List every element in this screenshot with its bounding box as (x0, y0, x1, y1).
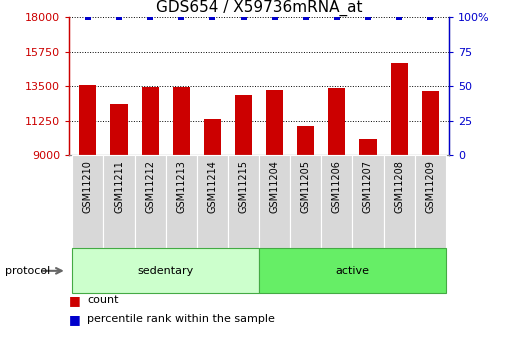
Text: GSM11204: GSM11204 (270, 160, 280, 213)
Text: ■: ■ (69, 313, 81, 326)
Text: ■: ■ (69, 294, 81, 307)
Bar (384, 155, 415, 248)
Text: GSM11208: GSM11208 (394, 160, 404, 213)
Text: GSM11205: GSM11205 (301, 160, 311, 213)
Bar (80, 86, 96, 155)
Bar (328, 88, 345, 155)
Text: GSM11211: GSM11211 (114, 160, 124, 213)
Bar (110, 104, 128, 155)
Text: protocol: protocol (5, 266, 50, 276)
Text: GSM11206: GSM11206 (332, 160, 342, 213)
Text: GSM11213: GSM11213 (176, 160, 186, 213)
Bar (228, 155, 259, 248)
Bar (204, 119, 221, 155)
Bar (259, 155, 290, 248)
Point (208, 14, 216, 20)
Bar (197, 155, 228, 248)
Bar (415, 155, 446, 248)
Bar (352, 155, 384, 248)
Bar (104, 155, 134, 248)
Point (177, 14, 185, 20)
Bar (142, 87, 159, 155)
Point (364, 14, 372, 20)
Bar (297, 126, 314, 155)
Text: GSM11215: GSM11215 (239, 160, 248, 213)
Bar (290, 155, 321, 248)
Text: GSM11212: GSM11212 (145, 160, 155, 213)
Text: GSM11207: GSM11207 (363, 160, 373, 213)
Bar (72, 248, 259, 293)
Bar (166, 155, 197, 248)
Point (302, 14, 310, 20)
Text: GSM11214: GSM11214 (207, 160, 218, 213)
Bar (321, 155, 352, 248)
Bar (235, 95, 252, 155)
Bar (134, 155, 166, 248)
Bar (173, 87, 190, 155)
Text: count: count (87, 295, 119, 305)
Bar (390, 63, 408, 155)
Point (395, 14, 403, 20)
Text: GSM11209: GSM11209 (425, 160, 435, 213)
Bar (266, 90, 283, 155)
Bar (259, 248, 446, 293)
Point (240, 14, 248, 20)
Text: GSM11210: GSM11210 (83, 160, 93, 213)
Point (270, 14, 279, 20)
Bar (72, 155, 104, 248)
Point (333, 14, 341, 20)
Bar (360, 139, 377, 155)
Text: active: active (336, 266, 369, 276)
Bar (422, 91, 439, 155)
Text: percentile rank within the sample: percentile rank within the sample (87, 314, 275, 324)
Point (146, 14, 154, 20)
Point (426, 14, 435, 20)
Text: sedentary: sedentary (137, 266, 194, 276)
Point (115, 14, 123, 20)
Title: GDS654 / X59736mRNA_at: GDS654 / X59736mRNA_at (156, 0, 362, 16)
Point (84, 14, 92, 20)
